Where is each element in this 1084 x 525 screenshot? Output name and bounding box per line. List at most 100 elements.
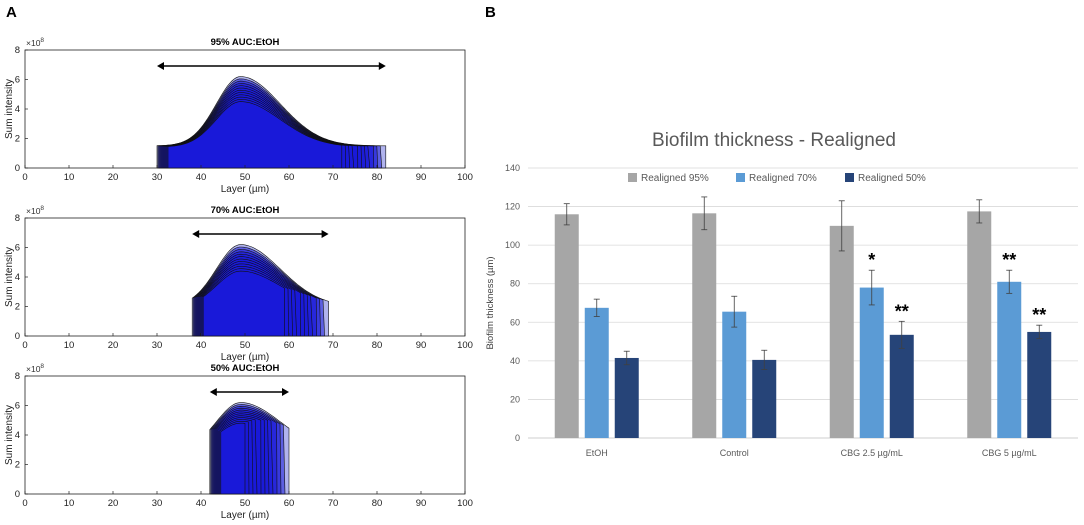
x-tick-label: CBG 5 µg/mL bbox=[982, 448, 1037, 458]
y-tick-label: 4 bbox=[15, 104, 20, 115]
y-tick-label: 6 bbox=[15, 243, 20, 254]
y-tick-label: 8 bbox=[15, 371, 20, 382]
y-axis-label: Sum intensity bbox=[4, 405, 15, 465]
x-axis-label: Layer (µm) bbox=[221, 510, 270, 521]
x-tick-label: 30 bbox=[152, 172, 163, 183]
legend-label: Realigned 70% bbox=[749, 173, 817, 184]
y-tick-label: 80 bbox=[510, 279, 520, 289]
range-arrow-head-right bbox=[321, 230, 329, 238]
x-tick-label: 0 bbox=[22, 340, 27, 351]
bar bbox=[752, 359, 777, 438]
x-tick-label: 50 bbox=[240, 340, 251, 351]
x-tick-label: 20 bbox=[108, 498, 119, 509]
x-tick-label: 20 bbox=[108, 172, 119, 183]
profile-curve bbox=[220, 422, 246, 495]
x-tick-label: 100 bbox=[457, 172, 473, 183]
y-tick-label: 140 bbox=[505, 163, 520, 173]
x-tick-label: 80 bbox=[372, 498, 383, 509]
y-axis-label: Sum intensity bbox=[4, 79, 15, 139]
x-tick-label: 40 bbox=[196, 172, 207, 183]
y-axis-label: Sum intensity bbox=[4, 247, 15, 307]
x-tick-label: 50 bbox=[240, 172, 251, 183]
x-tick-label: 60 bbox=[284, 340, 295, 351]
subplot-3: 50% AUC:EtOH ×108 0 10 20 30 40 50 60 70 80 90 100 0 2… bbox=[4, 363, 473, 521]
range-arrow-head-left bbox=[192, 230, 200, 238]
y-exponent-label: ×108 bbox=[26, 205, 44, 216]
significance-marker: ** bbox=[1032, 305, 1046, 325]
x-tick-label: 30 bbox=[152, 340, 163, 351]
subplot-2: 70% AUC:EtOH ×108 0 10 20 30 40 50 60 70 80 90 100 0 2… bbox=[4, 205, 473, 363]
x-tick-label: 10 bbox=[64, 172, 75, 183]
y-tick-label: 0 bbox=[515, 433, 520, 443]
subplot-1: 95% AUC:EtOH ×108 0 10 20 30 40 50 60 70 80 90 100 0 2… bbox=[4, 37, 473, 195]
y-tick-label: 2 bbox=[15, 302, 20, 313]
y-tick-label: 4 bbox=[15, 430, 20, 441]
x-tick-label: Control bbox=[720, 448, 749, 458]
y-exponent-power: 8 bbox=[40, 37, 44, 44]
x-tick-label: 0 bbox=[22, 498, 27, 509]
x-tick-label: 60 bbox=[284, 172, 295, 183]
x-tick-label: 100 bbox=[457, 340, 473, 351]
range-arrow-head-left bbox=[157, 62, 164, 70]
panel-a-label: A bbox=[6, 4, 17, 21]
x-tick-label: 80 bbox=[372, 340, 383, 351]
bar bbox=[554, 214, 579, 438]
y-tick-label: 40 bbox=[510, 356, 520, 366]
x-tick-label: 20 bbox=[108, 340, 119, 351]
x-tick-label: 40 bbox=[196, 498, 207, 509]
y-tick-label: 60 bbox=[510, 317, 520, 327]
y-exponent-label: ×108 bbox=[26, 363, 44, 374]
x-tick-label: 70 bbox=[328, 498, 339, 509]
significance-marker: * bbox=[868, 250, 875, 270]
significance-marker: ** bbox=[895, 301, 909, 321]
bar bbox=[1027, 331, 1052, 438]
bar bbox=[584, 307, 609, 438]
x-tick-label: 90 bbox=[416, 340, 427, 351]
range-arrow-head-left bbox=[209, 388, 217, 396]
bar bbox=[859, 287, 884, 438]
legend-swatch bbox=[628, 173, 637, 182]
y-axis-label: Biofilm thickness (µm) bbox=[485, 256, 496, 349]
y-tick-label: 2 bbox=[15, 134, 20, 145]
bar bbox=[889, 334, 914, 438]
x-tick-label: 0 bbox=[22, 172, 27, 183]
y-tick-label: 8 bbox=[15, 213, 20, 224]
x-tick-label: 80 bbox=[372, 172, 383, 183]
y-tick-label: 20 bbox=[510, 394, 520, 404]
y-exponent-power: 8 bbox=[40, 363, 44, 370]
y-tick-label: 8 bbox=[15, 45, 20, 56]
x-tick-label: 60 bbox=[284, 498, 295, 509]
x-tick-label: 100 bbox=[457, 498, 473, 509]
subplot-title: 95% AUC:EtOH bbox=[211, 37, 280, 48]
y-exponent-power: 8 bbox=[40, 205, 44, 212]
profile-curve bbox=[202, 270, 285, 337]
x-tick-label: 90 bbox=[416, 172, 427, 183]
bar bbox=[829, 225, 854, 438]
x-tick-label: EtOH bbox=[586, 448, 608, 458]
y-tick-label: 100 bbox=[505, 240, 520, 250]
bar bbox=[722, 311, 747, 438]
y-tick-label: 0 bbox=[15, 331, 20, 342]
y-exponent-label: ×108 bbox=[26, 37, 44, 48]
y-tick-label: 6 bbox=[15, 401, 20, 412]
x-tick-label: 90 bbox=[416, 498, 427, 509]
bar bbox=[997, 281, 1022, 438]
legend-swatch bbox=[736, 173, 745, 182]
y-tick-label: 4 bbox=[15, 272, 20, 283]
y-tick-label: 120 bbox=[505, 202, 520, 212]
x-tick-label: 10 bbox=[64, 340, 75, 351]
legend-label: Realigned 95% bbox=[641, 173, 709, 184]
legend-label: Realigned 50% bbox=[858, 173, 926, 184]
x-tick-label: 70 bbox=[328, 340, 339, 351]
bar bbox=[692, 213, 717, 438]
x-tick-label: 40 bbox=[196, 340, 207, 351]
x-axis-label: Layer (µm) bbox=[221, 184, 270, 195]
y-tick-label: 6 bbox=[15, 75, 20, 86]
chart-title: Biofilm thickness - Realigned bbox=[652, 130, 896, 151]
range-arrow-head-right bbox=[378, 62, 386, 70]
bar bbox=[967, 211, 992, 438]
x-tick-label: 10 bbox=[64, 498, 75, 509]
x-tick-label: CBG 2.5 µg/mL bbox=[841, 448, 903, 458]
significance-marker: ** bbox=[1002, 250, 1016, 270]
